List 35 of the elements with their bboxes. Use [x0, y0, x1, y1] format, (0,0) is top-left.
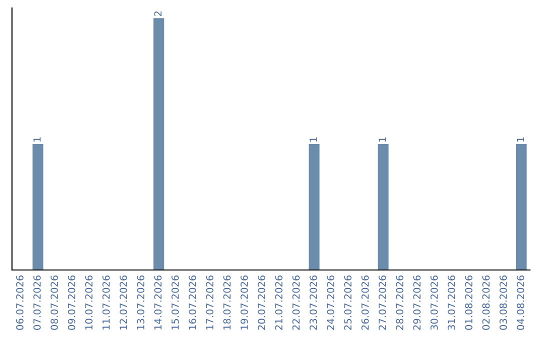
x-tick-label: 27.07.2026: [378, 275, 386, 330]
data-label: 1: [378, 137, 386, 142]
x-tick-label: 14.07.2026: [154, 275, 162, 330]
x-tick-label: 07.07.2026: [33, 275, 41, 330]
x-tick-label: 03.08.2026: [500, 275, 507, 330]
x-tick-label: 22.07.2026: [292, 275, 300, 330]
x-tick-label: 02.08.2026: [482, 275, 490, 330]
x-tick-label: 16.07.2026: [188, 275, 196, 330]
x-tick-label: 21.07.2026: [275, 275, 282, 330]
x-tick-label: 15.07.2026: [172, 275, 179, 330]
x-tick-label: 29.07.2026: [413, 275, 421, 330]
data-label: 1: [33, 137, 41, 142]
data-label: 1: [516, 137, 524, 142]
x-tick-label: 13.07.2026: [136, 275, 144, 330]
x-tick-label: 10.07.2026: [85, 275, 93, 330]
x-tick-label: 25.07.2026: [344, 275, 352, 330]
x-tick-label: 23.07.2026: [310, 275, 317, 330]
x-tick-label: 09.07.2026: [68, 275, 76, 330]
x-tick-label: 28.07.2026: [396, 275, 404, 330]
x-tick-label: 12.07.2026: [120, 275, 128, 330]
x-tick-label: 01.08.2026: [465, 275, 472, 330]
x-tick-label: 30.07.2026: [430, 275, 438, 330]
x-tick-label: 20.07.2026: [258, 275, 266, 330]
x-tick-label: 17.07.2026: [206, 275, 214, 330]
x-tick-label: 18.07.2026: [223, 275, 231, 330]
x-tick-label: 06.07.2026: [16, 275, 24, 330]
x-tick-label: 31.07.2026: [448, 275, 456, 330]
x-tick-label: 08.07.2026: [50, 275, 58, 330]
x-tick-label: 04.08.2026: [516, 275, 524, 330]
x-tick-label: 24.07.2026: [326, 275, 334, 330]
data-label: 1: [310, 137, 317, 142]
x-tick-label: 26.07.2026: [361, 275, 369, 330]
data-label: 2: [154, 11, 162, 16]
x-tick-label: 19.07.2026: [240, 275, 248, 330]
x-tick-label: 11.07.2026: [102, 275, 110, 330]
